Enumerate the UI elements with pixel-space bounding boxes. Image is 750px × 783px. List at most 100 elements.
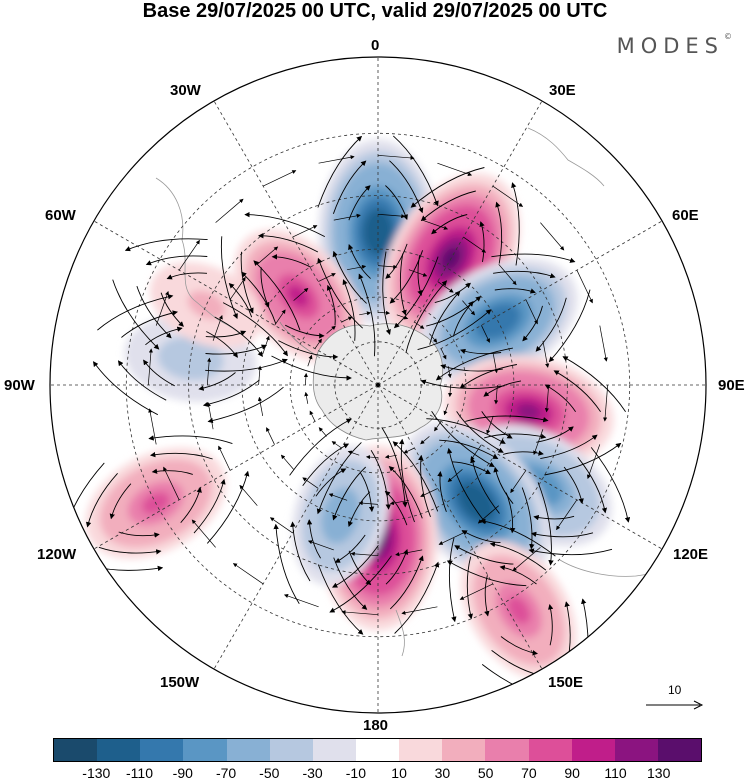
streamline-arrow [385, 548, 409, 585]
colorbar-ticks: -130 -110 -90 -70 -50 -30 -10 10 30 50 70 90 110 130 [0, 765, 750, 783]
wind-vector-arrow [437, 162, 473, 177]
wind-vector-arrow [257, 396, 264, 416]
colorbar [53, 738, 702, 762]
wind-vector-arrow [396, 314, 409, 320]
wind-vector-arrow [377, 264, 398, 269]
streamline-arrow [360, 472, 375, 513]
streamline-arrow [332, 466, 367, 521]
streamline-arrow [382, 251, 391, 335]
wind-vector-arrow [341, 316, 353, 323]
streamline-arrow [348, 244, 371, 279]
wind-vector-arrow [602, 384, 609, 422]
colorbar-tick-label: -30 [302, 765, 323, 781]
colorbar-tick-label: 110 [604, 765, 627, 781]
streamline-arrow [521, 487, 535, 550]
colorbar-swatch [571, 739, 615, 761]
streamline-arrow [590, 447, 631, 523]
streamline-arrow [117, 360, 167, 401]
reference-vector-arrow-icon [646, 700, 704, 710]
wind-vector-arrow [293, 287, 309, 301]
colorbar-swatch [312, 739, 356, 761]
wind-vector-arrow [333, 213, 361, 221]
wind-vector-arrow [191, 519, 216, 548]
streamline-arrow [448, 537, 457, 623]
wind-vector-arrow [377, 213, 406, 219]
anomaly-contour-5-1 [466, 492, 486, 513]
wind-vector-arrow [283, 593, 319, 608]
wind-vector-arrow [408, 269, 428, 277]
lon-label-120w: 120W [37, 546, 77, 563]
streamline-arrow [431, 411, 495, 467]
streamline-arrow [358, 273, 376, 357]
streamline-arrow [109, 483, 132, 520]
reference-vector-value: 10 [668, 683, 682, 697]
streamline-arrow [241, 271, 277, 324]
wind-vector-arrow [257, 246, 279, 265]
streamline-arrow [465, 415, 549, 423]
streamline-arrow [193, 478, 226, 534]
wind-vector-arrow [229, 276, 246, 300]
wind-vector-arrow [266, 427, 275, 445]
streamline-arrow [348, 550, 372, 586]
streamline-arrow [317, 257, 364, 329]
streamline-arrow [460, 348, 502, 355]
wind-vector-arrow [459, 583, 493, 600]
streamline-arrow [466, 556, 473, 620]
streamline-arrow [417, 255, 423, 296]
meridian-line [93, 220, 379, 386]
brand-copyright-mark: © [724, 32, 732, 41]
anomaly-contour-3-1 [516, 403, 541, 420]
streamline-arrow [499, 565, 537, 585]
wind-vector-arrow [262, 335, 270, 355]
latitude-circle [289, 296, 467, 474]
streamline-arrow [537, 482, 554, 566]
south-pole-marker [376, 383, 380, 387]
streamline-arrow [389, 250, 424, 304]
anomaly-contour-10-1 [173, 347, 208, 370]
streamline-arrow [530, 531, 594, 538]
streamline-arrow [260, 267, 270, 308]
streamline-arrow [562, 356, 626, 413]
streamline-arrow [342, 279, 356, 341]
wind-vector-arrow [302, 477, 319, 489]
streamline-arrow [143, 359, 175, 387]
streamline-arrow [384, 490, 408, 526]
streamline-arrow [470, 457, 500, 514]
streamline-arrow [381, 427, 408, 508]
wind-vector-arrow [218, 445, 231, 471]
colorbar-tick-label: -110 [126, 765, 153, 781]
colorbar-tick-label: 50 [477, 765, 494, 781]
streamline-arrow [306, 519, 321, 559]
wind-vector-arrow [510, 470, 527, 494]
colorbar-swatch [226, 739, 270, 761]
lon-label-180: 180 [363, 717, 389, 734]
streamline-arrow [540, 434, 598, 460]
wind-vector-arrow [269, 517, 293, 534]
streamline-arrow [333, 557, 368, 610]
streamline-arrow [426, 418, 506, 444]
streamline-arrow [484, 575, 490, 617]
wind-vector-arrow [403, 447, 415, 454]
wind-vector-arrow [443, 403, 449, 416]
streamline-arrow [500, 636, 538, 656]
lon-label-90w: 90W [4, 377, 35, 394]
colorbar-tick-label: -70 [215, 765, 237, 781]
wind-vector-arrow [486, 415, 494, 435]
streamline-arrow [271, 355, 352, 381]
wind-vector-arrow [318, 273, 336, 282]
wind-vector-arrow [492, 185, 524, 207]
streamline-arrow [206, 331, 238, 358]
wind-vector-arrow [292, 225, 318, 238]
streamline-arrow [271, 254, 312, 268]
streamline-arrow [124, 238, 208, 252]
wind-vector-arrow [447, 384, 453, 398]
wind-vector-arrow [429, 333, 438, 343]
wind-vector-arrow [303, 372, 309, 386]
wind-vector-arrow [341, 609, 379, 616]
wind-vector-arrow [155, 290, 170, 326]
wind-vector-arrow [401, 606, 438, 615]
streamline-arrow [548, 289, 591, 363]
streamline-arrow [483, 380, 522, 397]
wind-vector-arrow [358, 501, 379, 506]
wind-vector-arrow [307, 540, 334, 551]
